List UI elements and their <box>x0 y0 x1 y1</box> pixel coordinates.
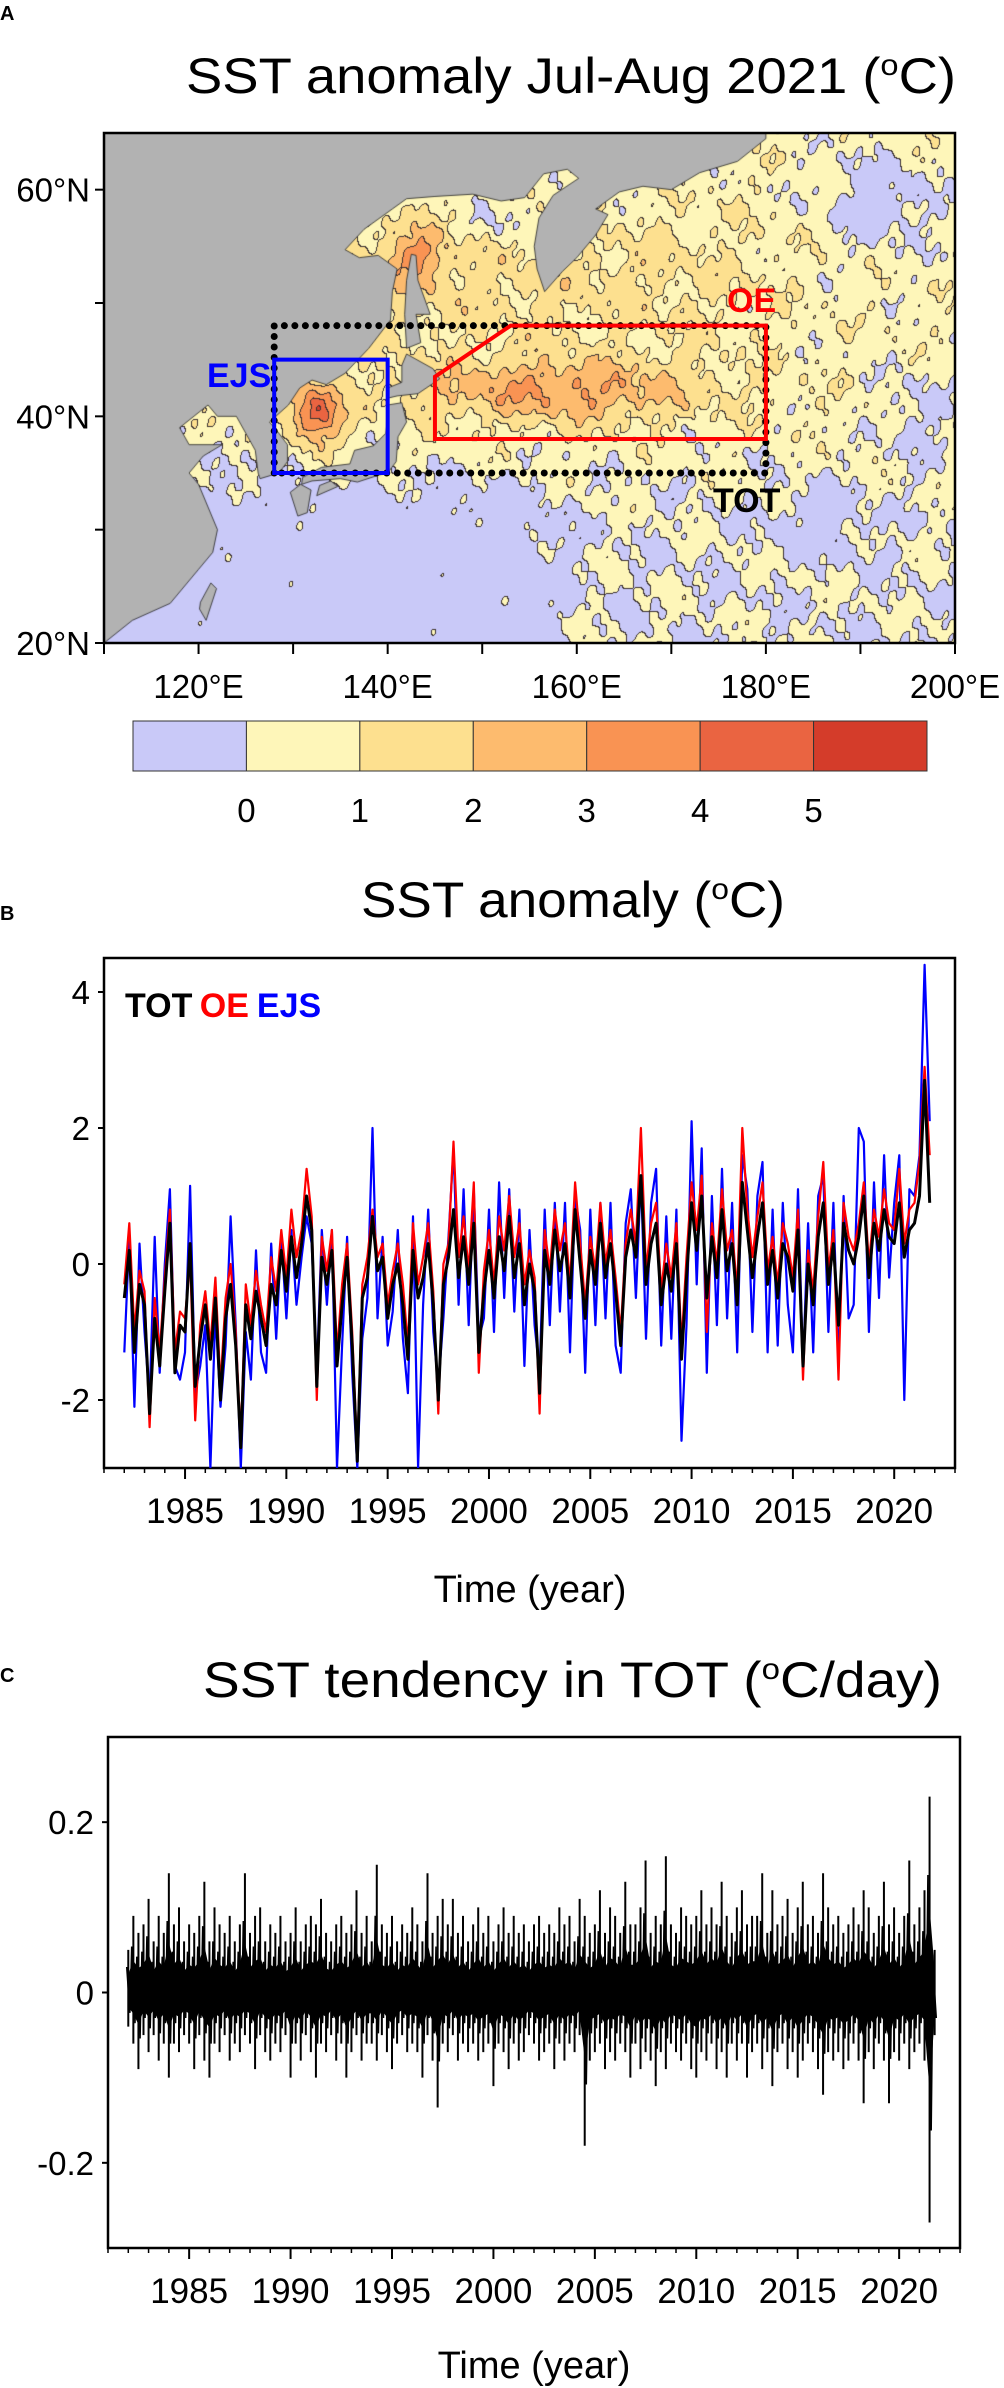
x-tick-label: 2005 <box>551 1492 629 1531</box>
y-tick-label: 0 <box>72 1246 90 1283</box>
map-title-unit: C) <box>899 48 956 104</box>
region-label-oe: OE <box>727 282 776 320</box>
series-line-oe <box>123 1065 931 1456</box>
lon-label: 180°E <box>721 668 811 705</box>
series-line-tot <box>122 1078 932 1463</box>
map-regions <box>270 322 770 477</box>
panel-label-b: B <box>0 903 14 925</box>
colorbar-swatch <box>699 720 815 772</box>
lat-label: 20°N <box>16 625 90 662</box>
region-label-tot: TOT <box>713 482 781 520</box>
region-box-ejs <box>272 357 390 475</box>
panel-label-c: C <box>0 1665 14 1687</box>
plot-frame <box>102 956 957 1470</box>
x-tick-label: 2020 <box>855 1492 933 1531</box>
map-axes: 60°N 40°N 20°N 120°E 140°E 160°E 180°E 200°E <box>16 131 1000 705</box>
x-tick-label: 1995 <box>353 2272 431 2311</box>
colorbar-label: 0 <box>237 792 255 829</box>
x-tick-label: 2020 <box>860 2272 938 2311</box>
sst-tendency-chart: 1985 1990 1995 2000 2005 2010 2015 2020 0.2 0 -0.2 <box>37 1735 962 2311</box>
x-tick-label: 2000 <box>454 2272 532 2311</box>
lon-label: 120°E <box>153 668 243 705</box>
lon-label: 200°E <box>910 668 1000 705</box>
chart-b-xlabel: Time (year) <box>434 1569 627 1611</box>
colorbar-label: 5 <box>804 792 822 829</box>
sst-anomaly-chart: 1985 1990 1995 2000 2005 2010 2015 2020 4 2 0 -2 <box>61 956 957 1531</box>
panel-label-a: A <box>0 3 14 25</box>
colorbar-label: 4 <box>691 792 709 829</box>
legend-oe: OE <box>200 987 249 1025</box>
lat-label: 40°N <box>16 398 90 435</box>
x-tick-label: 1995 <box>349 1492 427 1531</box>
chart-b-title: SST anomaly (oC) <box>361 872 785 928</box>
colorbar-swatch <box>359 720 474 772</box>
colorbar: 0 1 2 3 4 5 <box>132 720 928 829</box>
lat-label: 60°N <box>16 172 90 209</box>
lon-label: 140°E <box>343 668 433 705</box>
y-tick-label: 4 <box>72 974 90 1011</box>
chart-b-title-unit: C) <box>729 872 785 928</box>
colorbar-swatch <box>245 720 361 772</box>
map-title-degree: o <box>880 49 898 82</box>
x-tick-label: 2010 <box>653 1492 731 1531</box>
x-tick-label: 2015 <box>754 1492 832 1531</box>
colorbar-swatch <box>132 720 247 772</box>
map-frame <box>102 131 957 645</box>
chart-c-title-unit: C/day) <box>780 1652 942 1708</box>
chart-c-title: SST tendency in TOT (oC/day) <box>203 1652 942 1708</box>
y-tick-label: 2 <box>72 1110 90 1147</box>
y-tick-label: -0.2 <box>37 2145 94 2182</box>
legend-tot: TOT <box>125 987 193 1025</box>
lon-label: 160°E <box>532 668 622 705</box>
colorbar-swatch <box>586 720 701 772</box>
chart-c-xlabel: Time (year) <box>438 2345 631 2387</box>
tendency-line <box>125 1874 938 2131</box>
x-tick-label: 1990 <box>252 2272 330 2311</box>
colorbar-label: 1 <box>351 792 369 829</box>
map-title-text: SST anomaly Jul-Aug 2021 ( <box>186 48 881 104</box>
y-tick-label: 0 <box>76 1975 94 2012</box>
colorbar-label: 2 <box>464 792 482 829</box>
chart-c-title-degree: o <box>762 1653 780 1686</box>
region-label-ejs: EJS <box>207 357 271 395</box>
x-tick-label: 2010 <box>657 2272 735 2311</box>
map-title: SST anomaly Jul-Aug 2021 (oC) <box>186 48 956 104</box>
chart-b-legend: TOT OE EJS <box>125 987 321 1025</box>
y-tick-label: -2 <box>61 1382 90 1419</box>
region-box-oe <box>432 323 768 441</box>
legend-ejs: EJS <box>257 987 321 1025</box>
x-tick-label: 2015 <box>759 2272 837 2311</box>
x-tick-label: 1985 <box>150 2272 228 2311</box>
chart-b-title-degree: o <box>711 873 729 906</box>
y-tick-label: 0.2 <box>48 1804 94 1841</box>
x-tick-label: 2000 <box>450 1492 528 1531</box>
colorbar-label: 3 <box>578 792 596 829</box>
colorbar-swatch <box>472 720 588 772</box>
x-tick-label: 2005 <box>556 2272 634 2311</box>
x-tick-label: 1985 <box>146 1492 224 1531</box>
chart-b-title-text: SST anomaly ( <box>361 872 712 928</box>
colorbar-swatch <box>813 720 928 772</box>
chart-c-title-text: SST tendency in TOT ( <box>203 1652 762 1708</box>
region-box-tot <box>270 322 770 477</box>
sst-anomaly-map <box>104 133 955 643</box>
series-line-ejs <box>123 963 931 1468</box>
x-tick-label: 1990 <box>247 1492 325 1531</box>
